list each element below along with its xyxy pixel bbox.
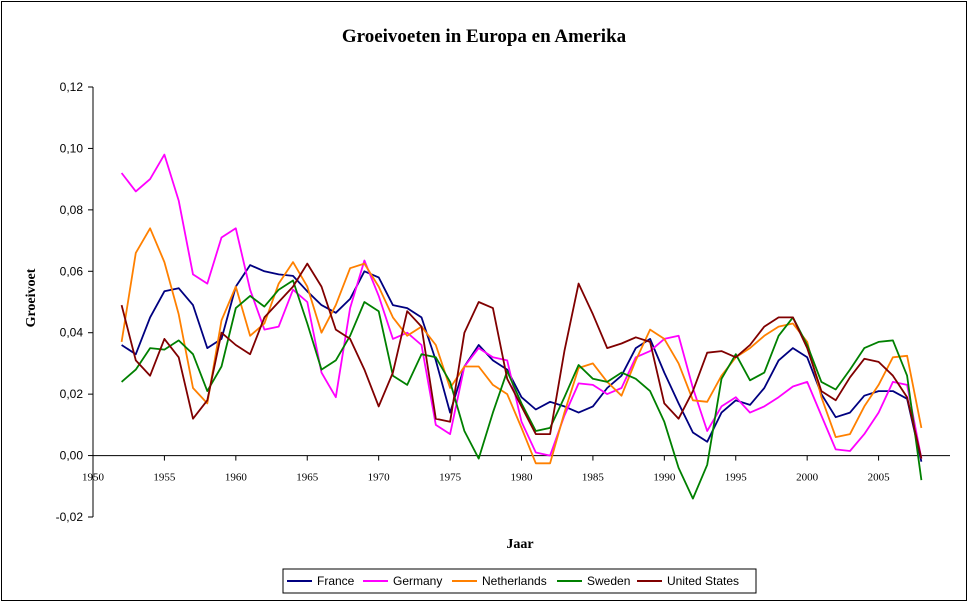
x-axis-title: Jaar [506,537,533,552]
series-layer [120,153,923,500]
x-tick-label: 1995 [725,472,748,484]
x-tick-label: 1950 [82,472,105,484]
chart-title: Groeivoeten in Europa en Amerika [342,26,627,47]
series-line-united-states [120,262,923,459]
y-tick-label: 0,12 [60,80,84,94]
legend-entry-germany: Germany [363,574,442,588]
series-line-france [121,264,923,462]
y-tick-label: 0,02 [60,387,84,401]
series-line-netherlands [120,227,923,465]
axes: -0,02 0,00 0,02 0,04 0,06 0,08 0,10 0,12 1950 195… [56,80,950,524]
legend-entry-france: France [287,574,355,588]
x-tick-label: 1970 [368,472,391,484]
legend-label: Germany [393,574,442,588]
y-tick-label: 0,04 [60,326,84,340]
y-tick-label: -0,02 [56,510,84,524]
y-tick-label: 0,00 [60,449,84,463]
y-tick-label: 0,08 [60,203,84,217]
x-tick-label: 1975 [439,472,462,484]
legend-label: France [317,574,355,588]
y-axis-title: Groeivoet [24,268,39,327]
legend-label: Sweden [587,574,630,588]
legend-label: United States [667,574,739,588]
legend-entry-netherlands: Netherlands [452,574,547,588]
y-tick-label: 0,10 [60,141,84,155]
x-tick-label: 1985 [582,472,605,484]
x-tick-label: 1990 [653,472,676,484]
legend-label: Netherlands [482,574,547,588]
x-tick-label: 2005 [868,472,891,484]
legend-box [282,568,757,594]
y-tick-label: 0,06 [60,264,84,278]
x-tick-label: 2000 [796,472,819,484]
legend-entry-sweden: Sweden [557,574,630,588]
legend-entry-united-states: United States [637,574,739,588]
x-tick-label: 1955 [153,472,176,484]
series-line-germany [120,153,923,459]
x-tick-label: 1960 [225,472,248,484]
x-tick-label: 1980 [511,472,534,484]
legend: France Germany Netherlands Sweden United Sta… [282,568,757,594]
series-line-sweden [121,279,923,500]
x-tick-label: 1965 [296,472,319,484]
